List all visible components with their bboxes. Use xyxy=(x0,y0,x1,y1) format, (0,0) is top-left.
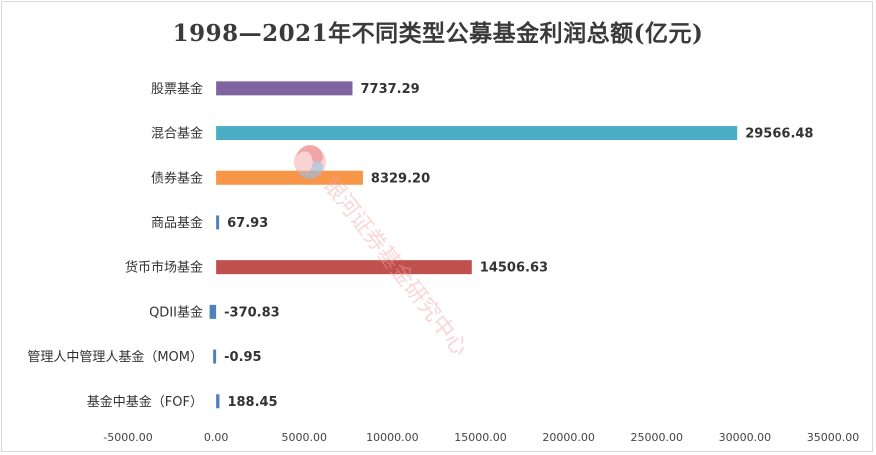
x-tick-label: 30000.00 xyxy=(719,431,772,444)
x-tick-label: 25000.00 xyxy=(631,431,684,444)
bars-group xyxy=(209,81,738,409)
value-label: 8329.20 xyxy=(371,171,430,186)
bar-6 xyxy=(213,349,217,364)
category-label: 货币市场基金 xyxy=(125,260,203,276)
value-label: -0.95 xyxy=(224,350,261,365)
category-label: 商品基金 xyxy=(151,215,203,231)
x-axis: -5000.00 0.00 5000.00 10000.00 15000.00 20000… xyxy=(103,431,859,444)
value-label: 7737.29 xyxy=(360,82,419,97)
x-tick-label: 10000.00 xyxy=(366,431,419,444)
x-tick-label: -5000.00 xyxy=(103,431,152,444)
category-label: 混合基金 xyxy=(151,126,203,142)
x-tick-label: 0.00 xyxy=(204,431,229,444)
category-label: 股票基金 xyxy=(151,81,203,97)
chart-title: 1998—2021年不同类型公募基金利润总额(亿元) xyxy=(172,20,704,47)
x-tick-label: 35000.00 xyxy=(807,431,860,444)
category-label: QDII基金 xyxy=(149,304,203,320)
category-label: 债券基金 xyxy=(151,170,203,186)
bar-5 xyxy=(209,304,217,319)
value-label: -370.83 xyxy=(224,305,280,320)
value-label: 29566.48 xyxy=(745,127,813,142)
bar-3 xyxy=(216,215,220,230)
value-label: 67.93 xyxy=(227,216,268,231)
value-label: 14506.63 xyxy=(480,261,548,276)
category-label: 管理人中管理人基金（MOM） xyxy=(27,349,203,365)
bar-7 xyxy=(216,394,220,409)
x-tick-label: 20000.00 xyxy=(542,431,595,444)
bar-2 xyxy=(216,170,363,185)
labels-group: 股票基金 7737.29 混合基金 29566.48 债券基金 8329.20 商品基金 67… xyxy=(27,81,813,410)
bar-0 xyxy=(216,81,353,96)
bar-4 xyxy=(216,260,472,275)
category-label: 基金中基金（FOF） xyxy=(87,394,203,410)
x-tick-label: 15000.00 xyxy=(454,431,507,444)
value-label: 188.45 xyxy=(227,395,277,410)
logo-icon xyxy=(294,145,326,179)
x-tick-label: 5000.00 xyxy=(282,431,328,444)
bar-1 xyxy=(216,126,738,141)
